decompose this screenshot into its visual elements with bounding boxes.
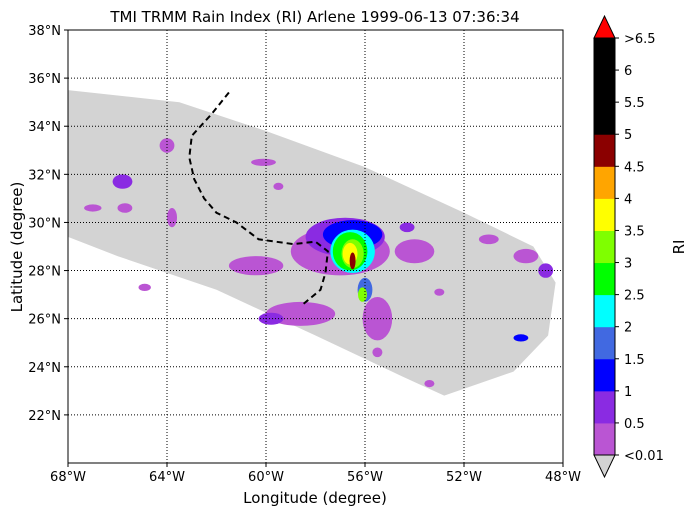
- rain-cell: [266, 301, 336, 326]
- track-layer: [188, 91, 329, 305]
- colorbar-tick-label: 3.5: [624, 224, 645, 239]
- colorbar-segment: [594, 422, 615, 456]
- x-tick-label: 56°W: [347, 470, 383, 485]
- colorbar-segment: [594, 326, 615, 360]
- storm-track-line: [188, 91, 329, 305]
- rain-cell: [273, 182, 284, 190]
- colorbar-segment: [594, 70, 615, 103]
- rain-cell: [112, 174, 133, 189]
- colorbar-tick-label: 4: [624, 192, 632, 207]
- rain-cell: [478, 234, 499, 245]
- rain-cell: [167, 208, 177, 228]
- x-tick-label: 68°W: [50, 470, 86, 485]
- x-tick-label: 64°W: [149, 470, 185, 485]
- rain-cell: [372, 347, 383, 358]
- colorbar-tick-label: 5.5: [624, 96, 645, 111]
- colorbar-segment: [594, 390, 615, 424]
- rain-cell: [513, 334, 529, 342]
- colorbar-tick-label: 0.5: [624, 417, 645, 432]
- colorbar-segment: [594, 230, 615, 264]
- rain-cell: [424, 380, 435, 388]
- x-axis-ticks: 68°W 64°W 60°W 56°W 52°W 48°W: [50, 463, 581, 485]
- colorbar-tick-label: 5: [624, 128, 632, 143]
- rain-cell: [228, 256, 284, 276]
- y-axis-ticks: 22°N 24°N 26°N 28°N 30°N 32°N 34°N 36°N 38°N: [28, 24, 68, 424]
- chart-title: TMI TRMM Rain Index (RI) Arlene 1999-06-…: [109, 8, 519, 26]
- colorbar-segment: [594, 198, 615, 231]
- rain-cell: [394, 239, 435, 264]
- rain-cell: [349, 252, 356, 270]
- y-tick-label: 28°N: [28, 265, 61, 280]
- y-axis-label: Latitude (degree): [8, 182, 26, 313]
- plot-frame: [67, 29, 564, 464]
- x-tick-label: 60°W: [248, 470, 284, 485]
- rain-cell: [258, 312, 284, 325]
- colorbar-label: RI: [670, 240, 688, 255]
- y-tick-label: 24°N: [28, 361, 61, 376]
- colorbar-over-triangle: [593, 14, 616, 39]
- rain-cell: [513, 248, 539, 264]
- colorbar-segment: [594, 102, 615, 135]
- colorbar-tick-label: 4.5: [624, 160, 645, 175]
- y-tick-label: 34°N: [28, 120, 61, 135]
- colorbar-tick-label: <0.01: [624, 449, 664, 464]
- rain-cell: [434, 288, 445, 296]
- colorbar-segment: [594, 358, 615, 392]
- colorbar-tick-label: 1: [624, 385, 632, 400]
- colorbar-tick-label: 2.5: [624, 289, 645, 304]
- colorbar-tick-label: 3: [624, 257, 632, 272]
- y-tick-label: 26°N: [28, 313, 61, 328]
- rain-layer: [84, 138, 554, 388]
- rain-cell: [138, 283, 151, 291]
- colorbar: <0.01 0.5 1 1.5 2 2.5 3 3.5 4 4.5 5 5.5 6 >6.5: [593, 14, 664, 479]
- y-tick-label: 36°N: [28, 72, 61, 87]
- colorbar-tick-label: 6: [624, 64, 632, 79]
- rain-cell: [159, 138, 175, 153]
- colorbar-tick-label: 1.5: [624, 353, 645, 368]
- colorbar-segment: [594, 38, 615, 71]
- x-tick-label: 52°W: [446, 470, 482, 485]
- colorbar-tick-label: >6.5: [624, 32, 656, 47]
- y-tick-label: 30°N: [28, 216, 61, 231]
- rain-cell: [84, 204, 102, 212]
- rain-cell: [251, 158, 276, 166]
- rain-cell: [358, 287, 367, 302]
- colorbar-segment: [594, 262, 615, 296]
- colorbar-segment: [594, 134, 615, 167]
- colorbar-segment: [594, 294, 615, 328]
- rain-cell: [399, 222, 415, 233]
- colorbar-segment: [594, 166, 615, 199]
- colorbar-tick-label: 2: [624, 321, 632, 336]
- rain-cell: [117, 203, 133, 213]
- y-tick-label: 22°N: [28, 409, 61, 424]
- y-tick-label: 32°N: [28, 168, 61, 183]
- x-axis-label: Longitude (degree): [243, 489, 387, 507]
- colorbar-under-triangle: [593, 454, 616, 479]
- x-tick-label: 48°W: [545, 470, 581, 485]
- y-tick-label: 38°N: [28, 24, 61, 39]
- colorbar-frame: [593, 37, 616, 456]
